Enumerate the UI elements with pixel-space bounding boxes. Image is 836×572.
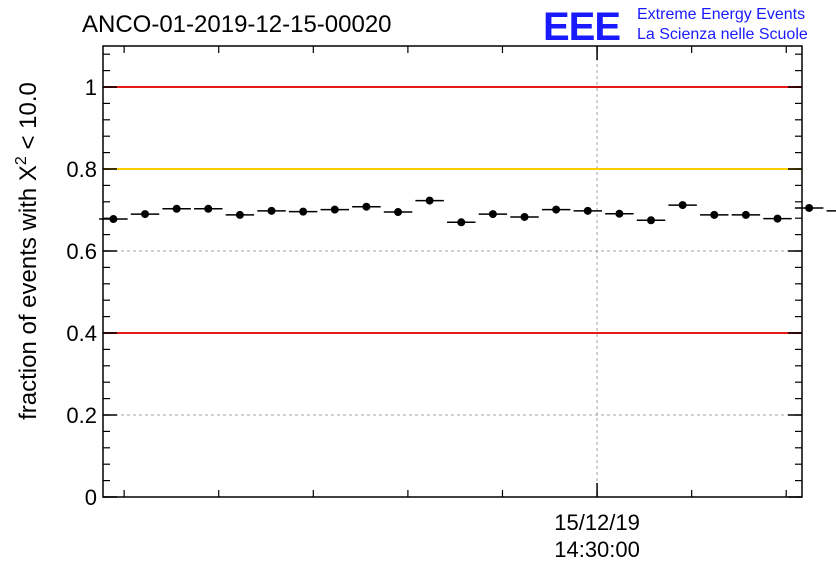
data-marker [204,204,213,213]
data-point [573,206,602,215]
data-point [352,202,381,211]
data-points [99,196,836,227]
data-point [288,207,318,216]
reference-lines [103,86,802,334]
eee-logo-letters: EEE [543,5,620,49]
data-point [225,210,255,219]
data-marker [520,212,529,221]
y-tick-label: 1 [85,75,97,100]
data-point [447,218,476,227]
y-tick-label: 0 [85,485,97,510]
data-marker [647,216,656,225]
y-axis-label: fraction of events with X2 < 10.0 [13,82,42,420]
data-point [636,216,666,225]
y-tick-label: 0.2 [66,403,97,428]
data-marker [172,204,181,213]
data-point [605,209,634,218]
data-point [541,205,571,214]
run-title: ANCO-01-2019-12-15-00020 [82,11,392,38]
data-point [162,204,191,213]
data-marker [457,218,466,227]
data-point [826,210,836,212]
data-marker [141,210,150,219]
eee-logo: EEE Extreme Energy Events La Scienza nel… [543,5,808,49]
eee-logo-line2: La Scienza nelle Scuole [637,26,808,43]
grid [103,46,802,498]
data-point [130,210,160,219]
y-axis-label-prefix: fraction of events with X [15,165,42,420]
data-point [320,205,350,214]
data-marker [299,207,308,216]
x-tick-date-label: 15/12/19 [554,510,640,535]
y-axis-label-sup: 2 [13,156,30,165]
data-marker [710,210,719,219]
data-marker [330,205,339,214]
data-point [794,203,824,212]
data-marker [678,201,687,210]
data-marker [362,202,371,211]
eee-logo-line1: Extreme Energy Events [637,6,805,23]
data-marker [425,196,434,205]
data-point [383,208,413,217]
data-marker [552,205,561,214]
data-point [99,215,128,224]
data-marker [394,208,403,217]
data-point [194,204,223,213]
data-marker [583,206,592,215]
y-tick-label: 0.8 [66,157,97,182]
plot-frame [102,45,803,498]
data-point [257,206,286,215]
data-marker [741,210,750,219]
data-point [478,210,508,219]
axes: 00.20.40.60.8115/12/1914:30:0015/12/1914… [66,46,802,562]
y-tick-label: 0.6 [66,239,97,264]
data-marker [773,214,782,223]
data-point [700,210,729,219]
data-marker [805,203,814,212]
data-point [415,196,444,205]
data-point [668,201,697,210]
data-marker [267,206,276,215]
data-marker [109,215,118,224]
data-point [510,212,539,221]
data-marker [488,210,497,219]
data-point [731,210,761,219]
y-axis-label-suffix: < 10.0 [15,82,42,156]
x-tick-time-label: 14:30:00 [554,537,640,562]
data-marker [235,210,244,219]
data-marker [615,209,624,218]
data-point [763,214,792,223]
y-tick-label: 0.4 [66,321,97,346]
